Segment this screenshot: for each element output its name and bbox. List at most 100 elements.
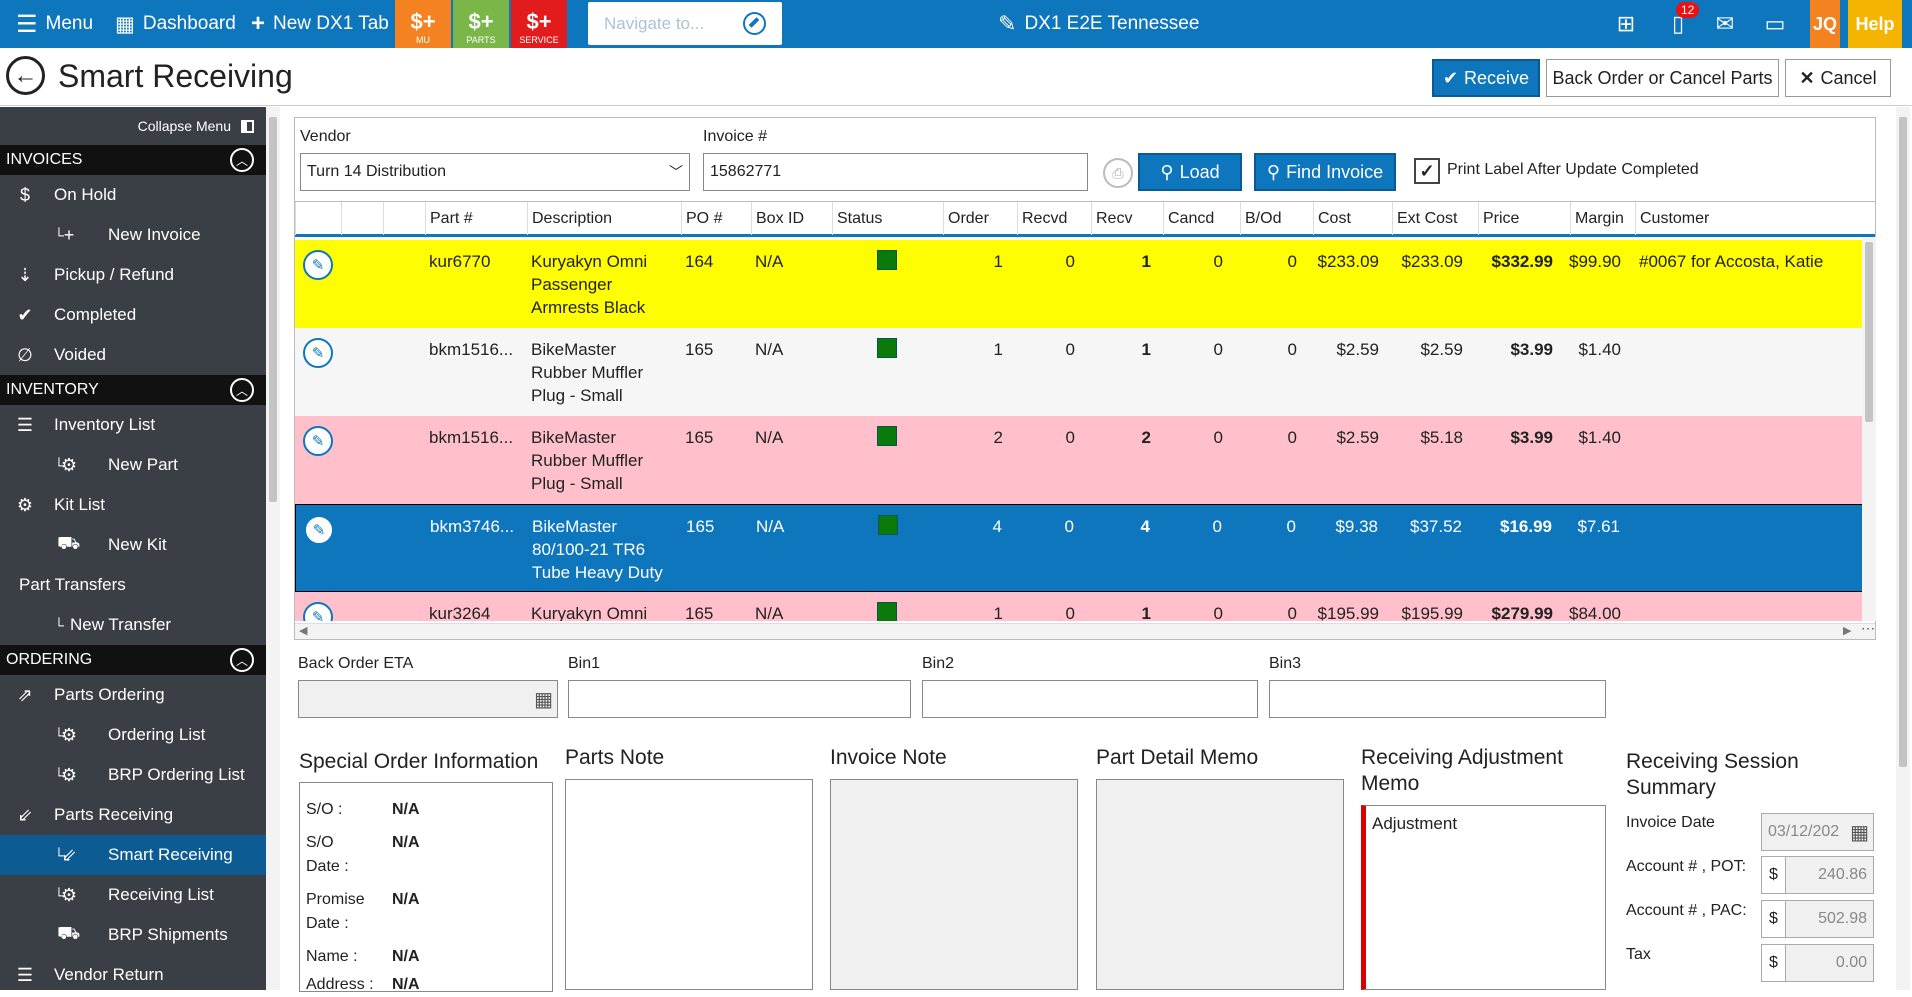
- chevron-up-icon[interactable]: ︿: [230, 378, 254, 402]
- column-header-price[interactable]: Price: [1478, 202, 1570, 235]
- column-header-status[interactable]: Status: [832, 202, 943, 235]
- receive-button[interactable]: ✔ Receive: [1432, 59, 1540, 97]
- back-order-eta-input[interactable]: ▦: [298, 680, 558, 718]
- page-scrollbar[interactable]: [1896, 107, 1910, 990]
- sidebar-item-new-part[interactable]: └ ⚙ New Part: [0, 445, 266, 485]
- dashboard-button[interactable]: ▦ Dashboard: [115, 0, 236, 48]
- cancel-button[interactable]: ✕ Cancel: [1785, 59, 1891, 97]
- store-name[interactable]: ✎ DX1 E2E Tennessee: [998, 0, 1199, 48]
- back-order-button[interactable]: Back Order or Cancel Parts: [1546, 59, 1779, 97]
- scroll-right-icon[interactable]: ▶: [1843, 625, 1852, 637]
- sidebar-item-voided[interactable]: ∅ Voided: [0, 335, 266, 375]
- column-header-po-[interactable]: PO #: [681, 202, 751, 235]
- more-icon[interactable]: ⋯: [1861, 620, 1875, 636]
- column-header-box-id[interactable]: Box ID: [751, 202, 832, 235]
- bin2-input[interactable]: [922, 680, 1258, 718]
- new-tab-button[interactable]: + New DX1 Tab: [251, 0, 389, 48]
- column-header-b-od[interactable]: B/Od: [1240, 202, 1313, 235]
- sidebar-item-completed[interactable]: ✔ Completed: [0, 295, 266, 335]
- column-header-cost[interactable]: Cost: [1313, 202, 1392, 235]
- table-row[interactable]: ✎ bkm3746... BikeMaster 80/100-21 TR6 Tube H…: [295, 504, 1863, 592]
- adjustment-memo-input[interactable]: Adjustment: [1361, 805, 1606, 990]
- pot-input[interactable]: $ 240.86: [1761, 856, 1874, 894]
- table-row[interactable]: ✎ bkm1516... BikeMaster Rubber Muffler Plug …: [295, 328, 1863, 416]
- calendar-icon[interactable]: ▦: [534, 689, 553, 711]
- pac-input[interactable]: $ 502.98: [1761, 900, 1874, 938]
- sidebar-item-kit-list[interactable]: ⚙ Kit List: [0, 485, 266, 525]
- cancelled-qty: 0: [1213, 340, 1223, 359]
- table-hscrollbar[interactable]: ◀ ▶ ⋯: [295, 620, 1875, 639]
- part-detail-memo-input[interactable]: [1096, 779, 1344, 990]
- mu-tile[interactable]: $+ MU: [395, 0, 451, 48]
- sidebar-item-new-invoice[interactable]: └ + New Invoice: [0, 215, 266, 255]
- column-header-margin[interactable]: Margin: [1570, 202, 1635, 235]
- menu-button[interactable]: ☰ Menu: [16, 0, 93, 48]
- sidebar-item-brp-shipments[interactable]: └ ⛟ BRP Shipments: [0, 915, 266, 955]
- bin3-input[interactable]: [1269, 680, 1606, 718]
- edit-pencil-icon[interactable]: ✎: [303, 338, 333, 368]
- user-avatar[interactable]: JQ: [1810, 0, 1840, 48]
- edit-pencil-icon[interactable]: ✎: [303, 602, 333, 621]
- bin1-input[interactable]: [568, 680, 911, 718]
- chevron-up-icon[interactable]: ︿: [230, 148, 254, 172]
- sidebar-section-ordering[interactable]: ORDERING ︿: [0, 645, 266, 675]
- column-header-cancd[interactable]: Cancd: [1163, 202, 1240, 235]
- column-header-recv[interactable]: Recv: [1091, 202, 1163, 235]
- sidebar-scroll-thumb[interactable]: [269, 117, 277, 502]
- page-scroll-thumb[interactable]: [1899, 117, 1907, 767]
- sidebar-item-on-hold[interactable]: $ On Hold: [0, 175, 266, 215]
- chat-icon[interactable]: ▭: [1764, 11, 1786, 36]
- sidebar-section-inventory[interactable]: INVENTORY ︿: [0, 375, 266, 405]
- invoice-date-input[interactable]: 03/12/202 ▦: [1761, 813, 1874, 851]
- edit-pencil-icon[interactable]: ✎: [304, 515, 334, 545]
- column-header-recvd[interactable]: Recvd: [1017, 202, 1091, 235]
- sidebar-section-invoices[interactable]: INVOICES ︿: [0, 145, 266, 175]
- back-arrow-icon[interactable]: ←: [6, 56, 45, 95]
- scroll-left-icon[interactable]: ◀: [299, 625, 308, 637]
- sidebar-item-inventory-list[interactable]: ☰ Inventory List: [0, 405, 266, 445]
- sidebar-item-vendor-return[interactable]: ☰ Vendor Return: [0, 955, 266, 990]
- sidebar-item-parts-receiving[interactable]: ⇙ Parts Receiving: [0, 795, 266, 835]
- service-tile[interactable]: $+ SERVICE: [511, 0, 567, 48]
- collapse-menu-button[interactable]: Collapse Menu: [0, 107, 266, 145]
- print-icon[interactable]: ⎙: [1103, 158, 1133, 188]
- invoice-input[interactable]: 15862771: [703, 153, 1088, 191]
- tax-input[interactable]: $ 0.00: [1761, 944, 1874, 982]
- edit-pencil-icon[interactable]: ✎: [303, 250, 333, 280]
- network-icon[interactable]: ⊞: [1616, 11, 1636, 36]
- sidebar-item-pickup-refund[interactable]: ⇣ Pickup / Refund: [0, 255, 266, 295]
- mail-icon[interactable]: ✉: [1715, 11, 1735, 36]
- print-label-checkbox[interactable]: ✓: [1414, 158, 1440, 184]
- column-header-order[interactable]: Order: [943, 202, 1017, 235]
- sidebar-item-receiving-list[interactable]: └ ⚙ Receiving List: [0, 875, 266, 915]
- parts-note-input[interactable]: [565, 779, 813, 990]
- sidebar-item-smart-receiving[interactable]: └ ⇙ Smart Receiving: [0, 835, 266, 875]
- table-vscrollbar[interactable]: [1862, 237, 1876, 621]
- vendor-select[interactable]: Turn 14 Distribution ﹀: [300, 153, 690, 191]
- sidebar-item-new-kit[interactable]: └ ⛟ New Kit: [0, 525, 266, 565]
- sidebar-item-parts-ordering[interactable]: ⇗ Parts Ordering: [0, 675, 266, 715]
- navigate-input[interactable]: Navigate to...: [588, 2, 782, 45]
- column-header-part-[interactable]: Part #: [425, 202, 527, 235]
- sidebar-item-brp-ordering-list[interactable]: └ ⚙ BRP Ordering List: [0, 755, 266, 795]
- invoice-note-input[interactable]: [830, 779, 1078, 990]
- sidebar-item-part-transfers[interactable]: Part Transfers: [0, 565, 266, 605]
- edit-pencil-icon[interactable]: ✎: [303, 426, 333, 456]
- help-button[interactable]: Help: [1848, 0, 1902, 48]
- calendar-icon[interactable]: ▦: [1850, 821, 1869, 844]
- table-vscroll-thumb[interactable]: [1865, 242, 1873, 422]
- column-header-ext-cost[interactable]: Ext Cost: [1392, 202, 1478, 235]
- compass-icon[interactable]: [743, 12, 766, 35]
- table-row[interactable]: ✎ bkm1516... BikeMaster Rubber Muffler Plug …: [295, 416, 1863, 504]
- column-header-description[interactable]: Description: [527, 202, 681, 235]
- find-invoice-button[interactable]: ⚲ Find Invoice: [1254, 153, 1396, 191]
- parts-tile[interactable]: $+ PARTS: [453, 0, 509, 48]
- load-button[interactable]: ⚲ Load: [1138, 153, 1242, 191]
- sidebar-scrollbar[interactable]: [266, 107, 280, 990]
- column-header-customer[interactable]: Customer: [1635, 202, 1875, 235]
- sidebar-item-ordering-list[interactable]: └ ⚙ Ordering List: [0, 715, 266, 755]
- chevron-up-icon[interactable]: ︿: [230, 648, 254, 672]
- table-row[interactable]: ✎ kur6770 Kuryakyn Omni Passenger Armrests B…: [295, 240, 1863, 328]
- sidebar-item-new-transfer[interactable]: └ New Transfer: [0, 605, 266, 645]
- table-row[interactable]: ✎ kur3264 Kuryakyn Omni 165 N/A 1 0 1 0 0 $195.99 $…: [295, 592, 1863, 621]
